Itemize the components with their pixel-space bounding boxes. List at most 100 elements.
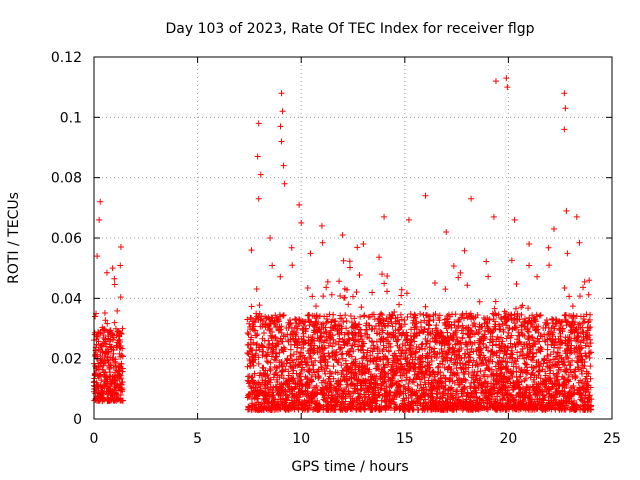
data-point — [422, 192, 429, 199]
data-point — [262, 367, 269, 374]
data-point — [267, 359, 274, 366]
data-point — [119, 325, 126, 332]
data-point — [272, 312, 279, 319]
data-point — [330, 363, 337, 370]
data-point — [485, 273, 492, 280]
data-point — [306, 353, 313, 360]
data-point — [389, 323, 396, 330]
data-point — [244, 316, 251, 323]
data-point — [259, 377, 266, 384]
data-point — [288, 363, 295, 370]
data-point — [264, 349, 271, 356]
data-point — [427, 313, 434, 320]
data-point — [336, 335, 343, 342]
data-point — [562, 105, 569, 112]
data-point — [328, 327, 335, 334]
data-point — [119, 397, 126, 404]
data-point — [492, 78, 499, 85]
data-point — [246, 320, 253, 327]
data-point — [261, 370, 268, 377]
data-point — [255, 354, 262, 361]
data-point — [252, 319, 259, 326]
data-point — [358, 332, 365, 339]
data-point — [311, 342, 318, 349]
data-point — [118, 360, 125, 367]
data-point — [255, 120, 262, 127]
data-point — [265, 344, 272, 351]
data-point — [564, 250, 571, 257]
data-point — [94, 333, 101, 340]
data-point — [355, 376, 362, 383]
data-point — [263, 352, 270, 359]
chart-title: Day 103 of 2023, Rate Of TEC Index for r… — [166, 21, 535, 37]
x-tick-label: 0 — [90, 431, 99, 447]
data-point — [294, 381, 301, 388]
data-point — [105, 348, 112, 355]
data-point — [339, 231, 346, 238]
data-point — [354, 244, 361, 251]
data-point — [100, 390, 107, 397]
x-tick-label: 25 — [603, 431, 621, 447]
data-point — [287, 320, 294, 327]
data-point — [315, 319, 322, 326]
data-point — [118, 331, 125, 338]
data-point — [360, 241, 367, 248]
data-point — [330, 311, 337, 318]
data-point — [278, 90, 285, 97]
data-point — [249, 346, 256, 353]
data-point — [325, 352, 332, 359]
data-point — [587, 363, 594, 370]
data-point — [396, 301, 403, 308]
data-point — [476, 298, 483, 305]
data-point — [321, 344, 328, 351]
y-tick-label: 0.08 — [51, 171, 82, 187]
data-point — [305, 381, 312, 388]
data-point — [304, 405, 311, 412]
data-point — [381, 213, 388, 220]
data-point — [317, 334, 324, 341]
data-point — [483, 258, 490, 265]
data-point — [359, 360, 366, 367]
data-point — [513, 280, 520, 287]
data-point — [109, 265, 116, 272]
data-point — [452, 311, 459, 318]
data-point — [363, 353, 370, 360]
data-point — [306, 312, 313, 319]
data-point — [272, 334, 279, 341]
data-point — [309, 293, 316, 300]
data-point — [97, 353, 104, 360]
data-point — [308, 358, 315, 365]
data-point — [345, 301, 352, 308]
data-point — [356, 321, 363, 328]
data-point — [256, 302, 263, 309]
data-point — [252, 327, 259, 334]
data-point — [369, 385, 376, 392]
data-point — [573, 213, 580, 220]
data-point — [376, 254, 383, 261]
data-point — [281, 345, 288, 352]
data-point — [285, 368, 292, 375]
data-point — [263, 358, 270, 365]
data-point — [340, 257, 347, 264]
data-point — [105, 333, 112, 340]
data-point — [119, 379, 126, 386]
y-tick-label: 0.1 — [60, 110, 82, 126]
data-point — [361, 406, 368, 413]
data-point — [244, 330, 251, 337]
data-point — [405, 216, 412, 223]
data-point — [119, 345, 126, 352]
data-point — [276, 318, 283, 325]
data-point — [572, 374, 579, 381]
data-point — [585, 291, 592, 298]
data-point — [245, 351, 252, 358]
data-point — [307, 318, 314, 325]
y-tick-label: 0.02 — [51, 352, 82, 368]
data-point — [280, 312, 287, 319]
data-point — [546, 262, 553, 269]
data-point — [280, 162, 287, 169]
data-point — [362, 370, 369, 377]
data-point — [253, 340, 260, 347]
data-point — [450, 262, 457, 269]
data-point — [268, 392, 275, 399]
